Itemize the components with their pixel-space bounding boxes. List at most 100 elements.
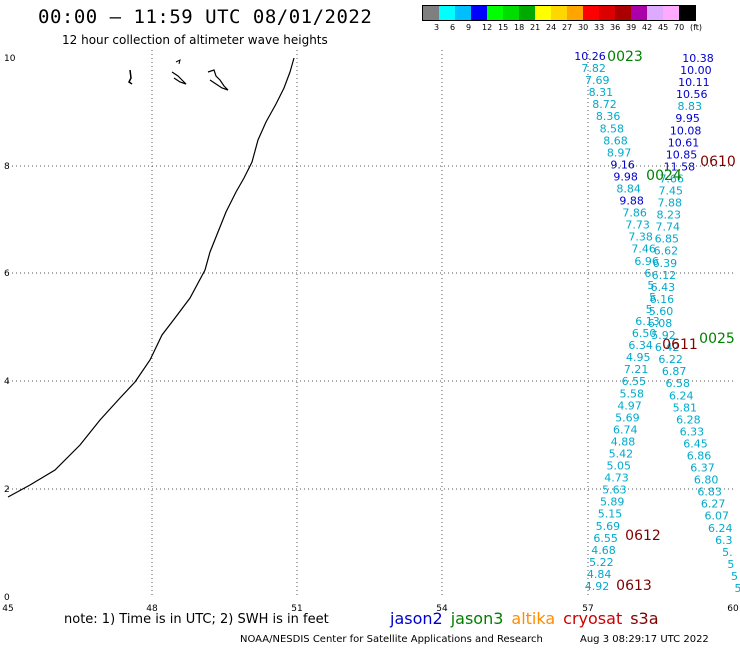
swh-value-track-a: 6.55 [622,375,647,388]
swh-value-track-b: 7.45 [658,185,683,198]
mission-altika: altika [511,609,556,628]
swh-value-track-a: 4.68 [591,544,616,557]
scale-swatch [599,6,615,20]
swh-value-track-b: 6.37 [690,462,715,475]
swh-value-track-b: 6.43 [651,281,676,294]
swh-value-track-a: 4.97 [617,399,642,412]
swh-value-track-b: 10.56 [676,88,708,101]
track-pass-label: 0612 [625,528,661,544]
scale-label: (ft) [690,23,703,32]
swh-value-track-b: 6.08 [648,317,673,330]
footnote: note: 1) Time is in UTC; 2) SWH is in fe… [64,612,329,627]
swh-value-track-b: 6.86 [687,450,712,463]
swh-value-track-b: 9.95 [675,112,700,125]
swh-value-track-a: 5.58 [619,387,644,400]
swh-value-track-b: 5 [727,558,734,571]
island-shape [171,71,187,85]
scale-label: 3 [434,23,440,32]
x-tick-label: 60 [727,604,739,614]
swh-value-track-a: 5.69 [615,411,640,424]
swh-value-track-b: 6.27 [701,498,726,511]
swh-value-track-b: 6.24 [708,522,733,535]
swh-value-track-a: 8.84 [616,183,641,196]
scale-swatch [631,6,647,20]
swh-value-track-a: 7.73 [625,219,650,232]
swh-value-track-a: 5.22 [589,556,614,569]
mission-jason3: jason3 [450,609,504,628]
swh-value-track-a: 5.05 [606,460,631,473]
swh-value-track-a: 6. [644,267,655,280]
swh-value-track-a: 8.58 [600,122,625,135]
y-tick-label: 0 [4,593,10,603]
swh-value-track-a: 9.88 [619,195,644,208]
swh-value-track-b: 5 [731,570,738,583]
swh-value-track-a: 8.68 [603,134,628,147]
scale-label: 12 [482,23,493,32]
scale-swatch [567,6,583,20]
swh-value-track-a: 8.72 [592,98,617,111]
altimeter-tracks: 10.267.827.698.318.728.368.588.688.979.1… [574,49,740,595]
swh-value-track-b: 5 [735,582,740,595]
swh-value-track-a: 9.16 [610,158,635,171]
swh-value-track-b: 6.39 [653,257,678,270]
scale-swatch [615,6,631,20]
scale-swatch [455,6,471,20]
track-pass-label: 0024 [646,168,682,184]
track-pass-label: 0610 [700,154,736,170]
swh-value-track-a: 6.34 [628,339,653,352]
swh-value-track-b: 8.23 [657,209,682,222]
swh-value-track-b: 6.33 [680,425,705,438]
scale-swatch [519,6,535,20]
swh-value-track-a: 5.63 [602,484,627,497]
swh-value-track-a: 7.46 [631,243,656,256]
swh-value-track-b: 6.24 [669,389,694,402]
swh-value-track-a: 5. [649,291,660,304]
swh-value-track-a: 5.15 [598,508,623,521]
scale-label: 24 [546,23,557,32]
swh-value-track-b: 6.12 [652,269,677,282]
swh-value-track-a: 8.97 [607,146,632,159]
scale-label: 27 [562,23,573,32]
color-scale-labels: 3 6 9 12 15 18 21 24 27 30 33 36 39 42 45 70 (ft) [422,21,702,33]
axis-tick-labels: 45 48 51 54 57 60 0 2 4 6 8 10 [2,54,739,614]
mission-jason2: jason2 [390,609,443,628]
swh-value-track-a: 7.82 [581,62,606,75]
x-tick-label: 48 [146,604,158,614]
scale-label: 42 [642,23,653,32]
swh-value-track-a: 7.21 [624,363,649,376]
scale-label: 33 [594,23,605,32]
swh-value-track-b: 5. [722,546,733,559]
scale-swatch [679,6,695,20]
swh-value-track-b: 6.16 [650,293,675,306]
swh-value-track-a: 6.50 [632,327,657,340]
scale-label: 6 [450,23,456,32]
scale-swatch [583,6,599,20]
scale-swatch [439,6,455,20]
swh-value-track-a: 5.42 [609,448,634,461]
color-scale-bar [422,5,696,21]
scale-label: 70 [674,23,685,32]
map-grid [8,50,733,597]
swh-value-track-a: 5. [647,279,658,292]
y-tick-label: 8 [4,162,10,172]
swh-value-track-b: 5.92 [651,329,676,342]
scale-label: 45 [658,23,669,32]
swh-value-track-a: 4.88 [611,435,636,448]
color-scale-legend: 3 6 9 12 15 18 21 24 27 30 33 36 39 42 45 70 (ft) [422,5,702,33]
scale-label: 18 [514,23,525,32]
swh-value-track-a: 6.13 [635,315,660,328]
island-shape [175,59,181,65]
mission-s3a: s3a [630,609,659,628]
mission-legend: jason2 jason3 altika cryosat s3a [390,609,667,628]
swh-value-track-b: 5.81 [673,401,698,414]
swh-value-track-b: 6.58 [665,377,690,390]
swh-value-track-b: 5.60 [649,305,674,318]
swh-value-track-a: 7.38 [628,231,653,244]
scale-swatch [487,6,503,20]
scale-label: 9 [466,23,472,32]
swh-value-track-a: 5.89 [600,496,625,509]
scale-swatch [503,6,519,20]
swh-value-track-b: 6.28 [676,413,701,426]
swh-value-track-b: 8.83 [677,100,702,113]
